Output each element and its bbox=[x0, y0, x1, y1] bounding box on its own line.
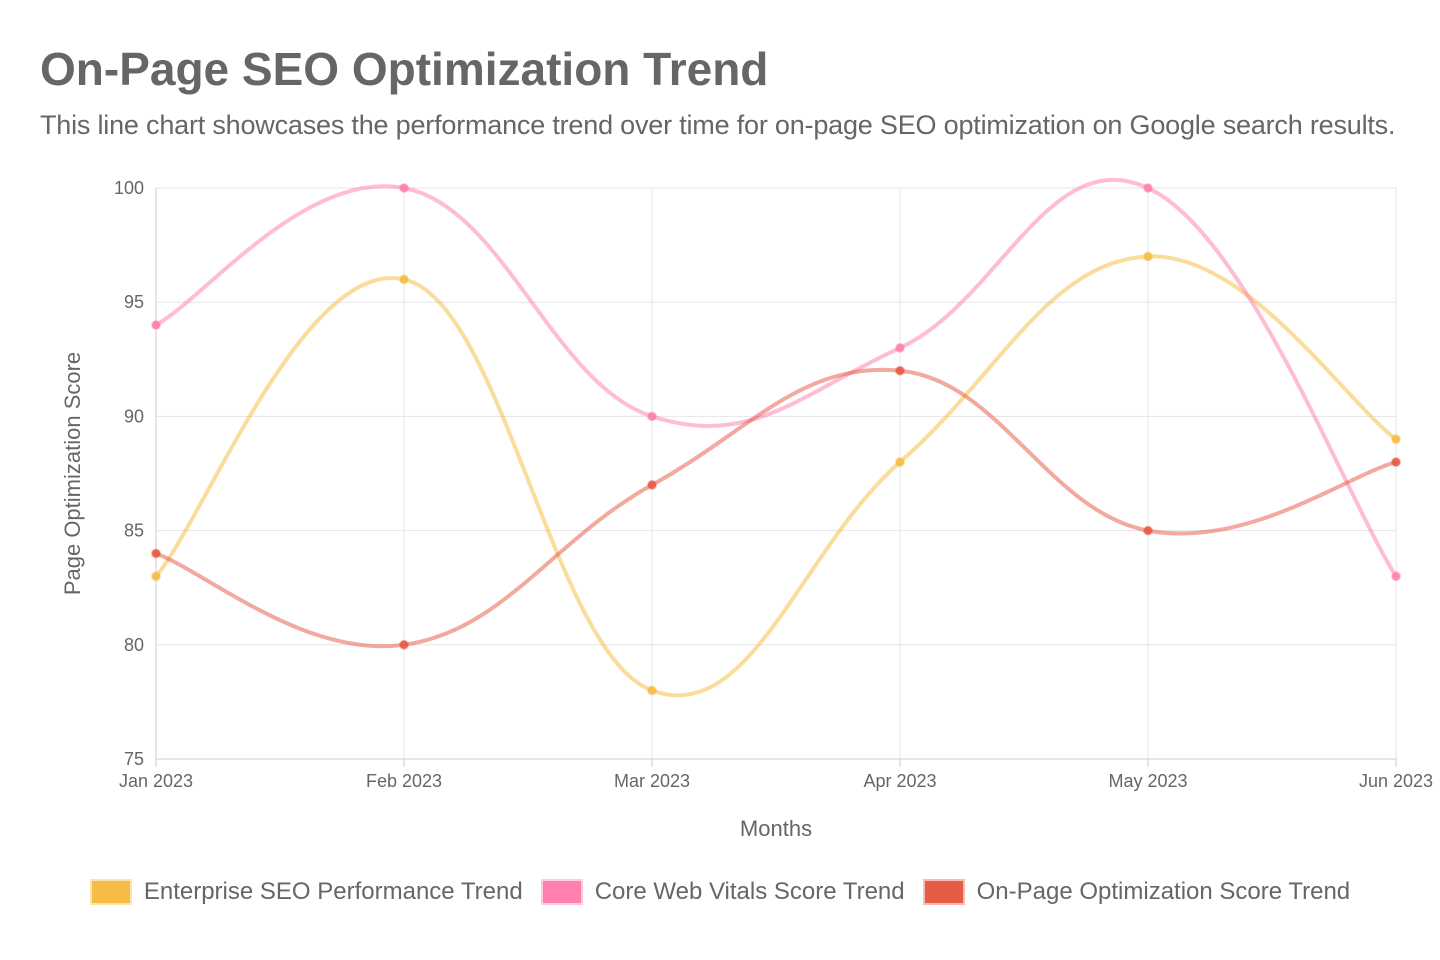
legend-item[interactable]: Enterprise SEO Performance Trend bbox=[89, 878, 523, 906]
y-tick-label: 95 bbox=[124, 292, 144, 312]
axes bbox=[155, 188, 1397, 767]
data-point[interactable] bbox=[151, 548, 161, 559]
legend-label: On-Page Optimization Score Trend bbox=[976, 878, 1351, 905]
data-point[interactable] bbox=[151, 320, 161, 331]
data-point[interactable] bbox=[399, 274, 409, 285]
y-tick-label: 100 bbox=[114, 178, 144, 198]
x-tick-label: Mar 2023 bbox=[614, 771, 690, 791]
chart-subtitle: This line chart showcases the performanc… bbox=[40, 110, 1396, 140]
data-point[interactable] bbox=[647, 685, 657, 696]
data-point[interactable] bbox=[399, 639, 409, 650]
data-point[interactable] bbox=[1391, 571, 1401, 582]
series-line bbox=[154, 254, 1398, 698]
data-point[interactable] bbox=[1143, 183, 1153, 193]
x-tick-label: Jun 2023 bbox=[1359, 771, 1433, 791]
data-point[interactable] bbox=[1143, 251, 1153, 262]
series-1 bbox=[151, 251, 1401, 698]
legend-item[interactable]: On-Page Optimization Score Trend bbox=[922, 878, 1351, 906]
data-point[interactable] bbox=[151, 571, 161, 582]
x-tick-label: Feb 2023 bbox=[366, 771, 442, 791]
x-axis-title: Months bbox=[740, 816, 812, 841]
series-3 bbox=[151, 365, 1401, 650]
data-point[interactable] bbox=[399, 183, 409, 193]
data-point[interactable] bbox=[895, 457, 905, 468]
series-2 bbox=[151, 178, 1401, 582]
legend-swatch bbox=[89, 879, 132, 905]
x-tick-label: May 2023 bbox=[1108, 771, 1187, 791]
y-axis-title: Page Optimization Score bbox=[60, 352, 85, 595]
data-point[interactable] bbox=[1143, 525, 1153, 536]
x-tick-label: Apr 2023 bbox=[863, 771, 936, 791]
tick-labels: 75 80 85 90 95 100 Jan 2023 Feb 2023 Mar 2023 Apr… bbox=[114, 178, 1433, 791]
legend-swatch bbox=[540, 879, 583, 905]
data-point[interactable] bbox=[895, 365, 905, 376]
chart-title: On-Page SEO Optimization Trend bbox=[40, 43, 769, 95]
data-point[interactable] bbox=[647, 479, 657, 490]
data-point[interactable] bbox=[895, 342, 905, 353]
legend-swatch bbox=[922, 879, 965, 905]
legend-label: Enterprise SEO Performance Trend bbox=[143, 878, 523, 905]
y-tick-label: 80 bbox=[124, 635, 144, 655]
legend-label: Core Web Vitals Score Trend bbox=[594, 878, 905, 905]
x-tick-label: Jan 2023 bbox=[119, 771, 193, 791]
legend-item[interactable]: Core Web Vitals Score Trend bbox=[540, 878, 905, 906]
legend: Enterprise SEO Performance Trend Core Web… bbox=[0, 878, 1440, 906]
data-point[interactable] bbox=[1391, 434, 1401, 445]
series-line bbox=[154, 178, 1398, 579]
series-group bbox=[151, 178, 1401, 698]
series-line bbox=[154, 367, 1398, 649]
y-tick-label: 85 bbox=[124, 521, 144, 541]
y-tick-label: 90 bbox=[124, 406, 144, 426]
data-point[interactable] bbox=[647, 411, 657, 422]
data-point[interactable] bbox=[1391, 457, 1401, 468]
y-tick-label: 75 bbox=[124, 749, 144, 769]
